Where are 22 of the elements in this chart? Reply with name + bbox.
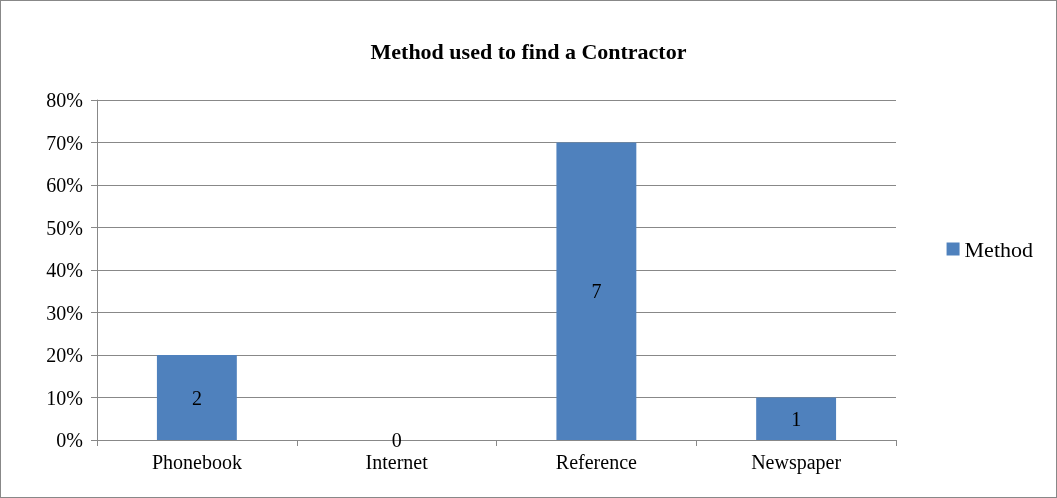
annotation: 1 [791, 407, 802, 430]
x-tick-label: Newspaper [751, 451, 842, 474]
bar [556, 142, 637, 440]
annotation: 2 [191, 386, 202, 409]
annotation: 7 [591, 280, 602, 303]
bar [156, 355, 237, 440]
annotation: 0 [391, 429, 402, 451]
y-tick-label: 0% [56, 429, 83, 451]
y-tick-label: 70% [46, 131, 83, 154]
y-tick-label: 40% [46, 259, 83, 281]
x-tick-label: Phonebook [151, 451, 242, 473]
x-tick-label: Reference [555, 451, 638, 473]
chart-title: Method used to find a Contractor [370, 38, 687, 64]
y-tick-label: 60% [46, 174, 83, 196]
y-tick-label: 30% [46, 301, 83, 324]
y-tick-label: 10% [46, 386, 83, 409]
y-tick-label: 50% [46, 216, 83, 239]
y-tick-label: 20% [46, 344, 83, 366]
legend-label: Method [964, 236, 1034, 262]
bar [756, 397, 837, 440]
x-tick-label: Internet [365, 451, 429, 473]
y-tick-label: 80% [46, 89, 83, 111]
